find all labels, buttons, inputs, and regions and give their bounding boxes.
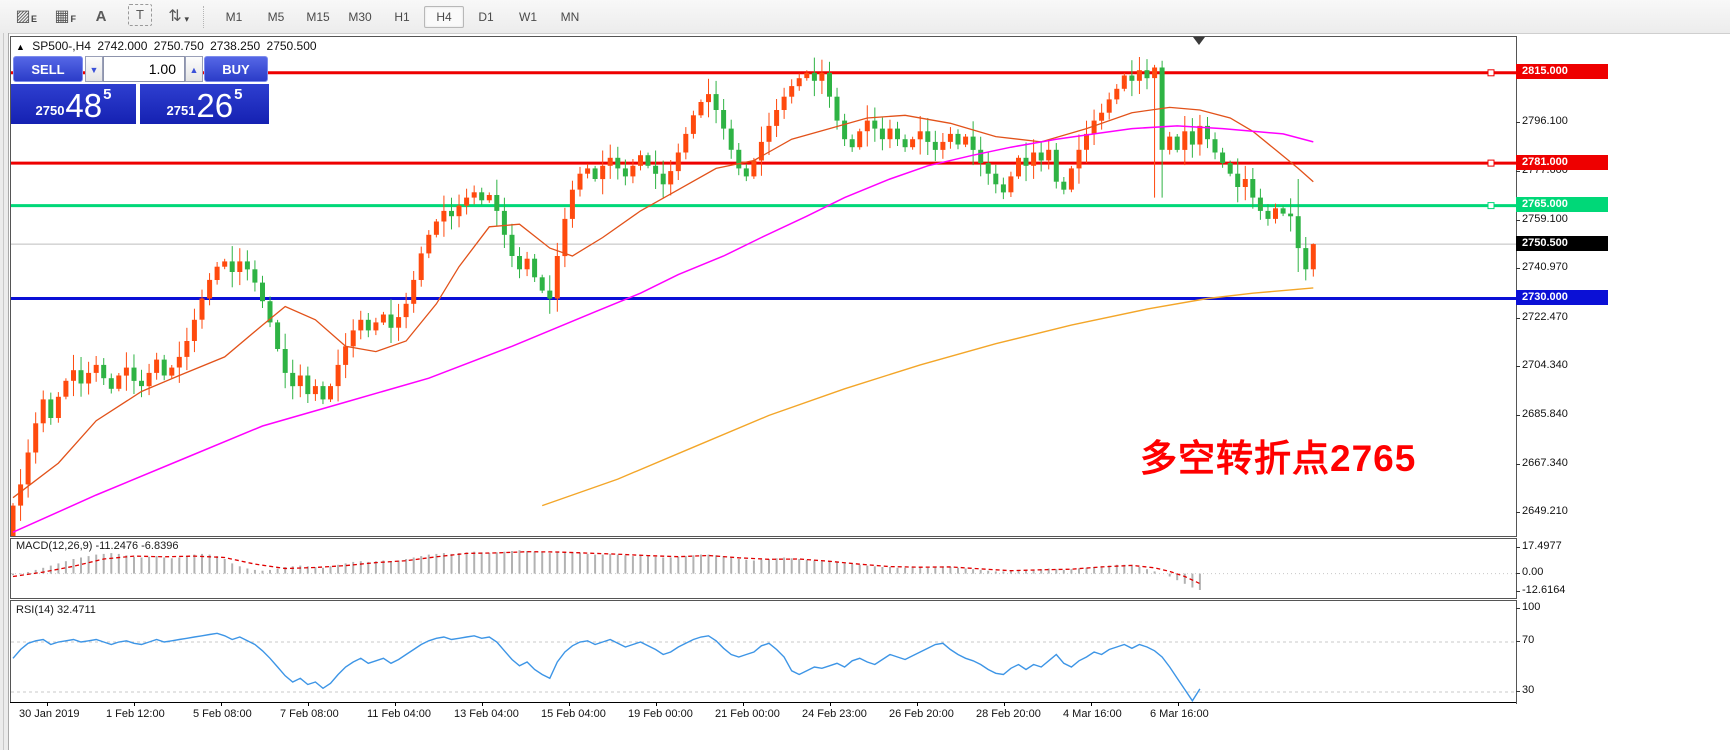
high-value: 2750.750 (153, 39, 204, 53)
timeframe-m15-button[interactable]: M15 (306, 9, 330, 24)
price-badge: 2730.000 (1516, 290, 1608, 305)
sell-price-big: 48 (65, 87, 103, 124)
time-axis-label: 30 Jan 2019 (19, 702, 80, 720)
ma-mid-line (12, 125, 1314, 533)
timeframe-buttons: M1 M5 M15 M30 H1 H4 D1 W1 MN (213, 5, 591, 28)
price-tick-label: 2649.210 (1516, 505, 1568, 517)
time-axis-label: 26 Feb 20:00 (889, 702, 954, 720)
low-value: 2738.250 (210, 39, 261, 53)
price-tick-label: 2796.100 (1516, 115, 1568, 127)
toolbar-separator (203, 5, 205, 28)
price-tick-label: 2704.340 (1516, 359, 1568, 371)
toolbar: ▨ E ▦ F A T ⇅ ▾ M1 M5 M15 M30 H1 H4 D1 W1 MN (0, 0, 1730, 34)
time-axis-label: 11 Feb 04:00 (367, 702, 431, 720)
ma-slow-line (541, 287, 1314, 507)
candlestick-chart[interactable] (11, 37, 1516, 536)
timeframe-h1-button[interactable]: H1 (394, 9, 410, 24)
cycle-arrows-icon[interactable]: ⇅ ▾ (168, 7, 189, 25)
sell-price-display[interactable]: 2750 48 5 (11, 84, 136, 124)
symbol-timeframe: SP500-,H4 (32, 39, 91, 53)
price-badge: 2781.000 (1516, 155, 1608, 170)
volume-decrease-button[interactable]: ▼ (85, 56, 103, 82)
macd-axis-label: 0.00 (1515, 566, 1544, 578)
volume-input[interactable]: 1.00 (103, 56, 185, 82)
volume-increase-button[interactable]: ▲ (185, 56, 203, 82)
macd-chart[interactable] (11, 539, 1516, 598)
text-label-icon[interactable]: A (95, 7, 107, 25)
time-axis-label: 24 Feb 23:00 (802, 702, 867, 720)
buy-price-small: 2751 (166, 103, 196, 118)
time-axis-label: 13 Feb 04:00 (454, 702, 519, 720)
price-tick-label: 2722.470 (1516, 311, 1568, 323)
window-left-edge (0, 33, 9, 750)
price-tick-label: 2740.970 (1516, 261, 1568, 273)
price-badge: 2815.000 (1516, 64, 1608, 79)
price-tick-label: 2685.840 (1516, 408, 1568, 420)
open-value: 2742.000 (97, 39, 148, 53)
time-axis-label: 6 Mar 16:00 (1150, 702, 1209, 720)
sell-button[interactable]: SELL (13, 56, 83, 82)
rsi-axis-label: 30 (1515, 684, 1535, 696)
buy-price-big: 26 (196, 87, 234, 124)
ma-fast-line (12, 106, 1314, 499)
rsi-axis-label: 100 (1515, 601, 1541, 613)
price-tick-label: 2759.100 (1516, 213, 1568, 225)
buy-price-display[interactable]: 2751 26 5 (140, 84, 269, 124)
resistance-2815-handle (1487, 69, 1495, 77)
text-box-icon[interactable]: T (128, 3, 152, 26)
grid-icon[interactable]: ▦ F (54, 7, 76, 25)
time-axis-label: 21 Feb 00:00 (715, 702, 780, 720)
price-axis[interactable]: 2796.100 2777.600 2759.100 2740.970 2722.470… (1515, 36, 1730, 726)
chart-annotation-text: 多空转折点2765 (1140, 438, 1417, 479)
symbol-triangle-icon: ▲ (16, 42, 25, 52)
timeframe-m5-button[interactable]: M5 (267, 9, 285, 24)
close-value: 2750.500 (266, 39, 317, 53)
time-axis-label: 15 Feb 04:00 (541, 702, 606, 720)
chart-shift-marker-icon (1193, 37, 1205, 45)
macd-panel[interactable] (10, 538, 1517, 599)
price-badge: 2765.000 (1516, 197, 1608, 212)
chart-edit-icon[interactable]: ▨ E (15, 7, 37, 25)
pivot-2765-handle (1487, 202, 1495, 210)
rsi-chart[interactable] (11, 601, 1516, 703)
chart-ohlc-header: ▲ SP500-,H4 2742.000 2750.750 2738.250 2… (16, 39, 320, 53)
time-axis-label: 5 Feb 08:00 (193, 702, 252, 720)
resistance-2781-handle (1487, 159, 1495, 167)
price-badge: 2750.500 (1516, 236, 1608, 251)
macd-axis-label: 17.4977 (1516, 540, 1562, 552)
time-axis-label: 28 Feb 20:00 (976, 702, 1041, 720)
time-axis-label: 7 Feb 08:00 (280, 702, 339, 720)
macd-label: MACD(12,26,9) -11.2476 -6.8396 (16, 540, 179, 552)
timeframe-w1-button[interactable]: W1 (519, 9, 537, 24)
rsi-panel[interactable] (10, 600, 1517, 704)
time-axis-label: 4 Mar 16:00 (1063, 702, 1122, 720)
toolbar-icons: ▨ E ▦ F A T ⇅ ▾ (0, 3, 191, 30)
sell-price-small: 2750 (35, 103, 65, 118)
rsi-axis-label: 70 (1515, 634, 1535, 646)
rsi-value-line (12, 632, 1201, 703)
timeframe-mn-button[interactable]: MN (560, 9, 580, 24)
price-tick-label: 2667.340 (1516, 457, 1568, 469)
main-chart[interactable] (10, 36, 1517, 537)
one-click-trading-panel: SELL ▼ 1.00 ▲ BUY 2750 48 5 2751 26 5 (11, 56, 269, 124)
time-axis[interactable]: 30 Jan 2019 1 Feb 12:00 5 Feb 08:00 7 Feb 0… (10, 702, 1516, 729)
time-axis-label: 19 Feb 00:00 (628, 702, 693, 720)
macd-axis-label: -12.6164 (1515, 584, 1566, 596)
timeframe-m1-button[interactable]: M1 (225, 9, 243, 24)
buy-price-sup: 5 (234, 86, 243, 103)
timeframe-m30-button[interactable]: M30 (348, 9, 372, 24)
timeframe-h4-button[interactable]: H4 (424, 5, 464, 28)
macd-signal-line (12, 551, 1201, 585)
timeframe-d1-button[interactable]: D1 (478, 9, 494, 24)
sell-price-sup: 5 (103, 86, 112, 103)
time-axis-label: 1 Feb 12:00 (106, 702, 165, 720)
rsi-label: RSI(14) 32.4711 (16, 604, 96, 616)
buy-button[interactable]: BUY (204, 56, 268, 82)
